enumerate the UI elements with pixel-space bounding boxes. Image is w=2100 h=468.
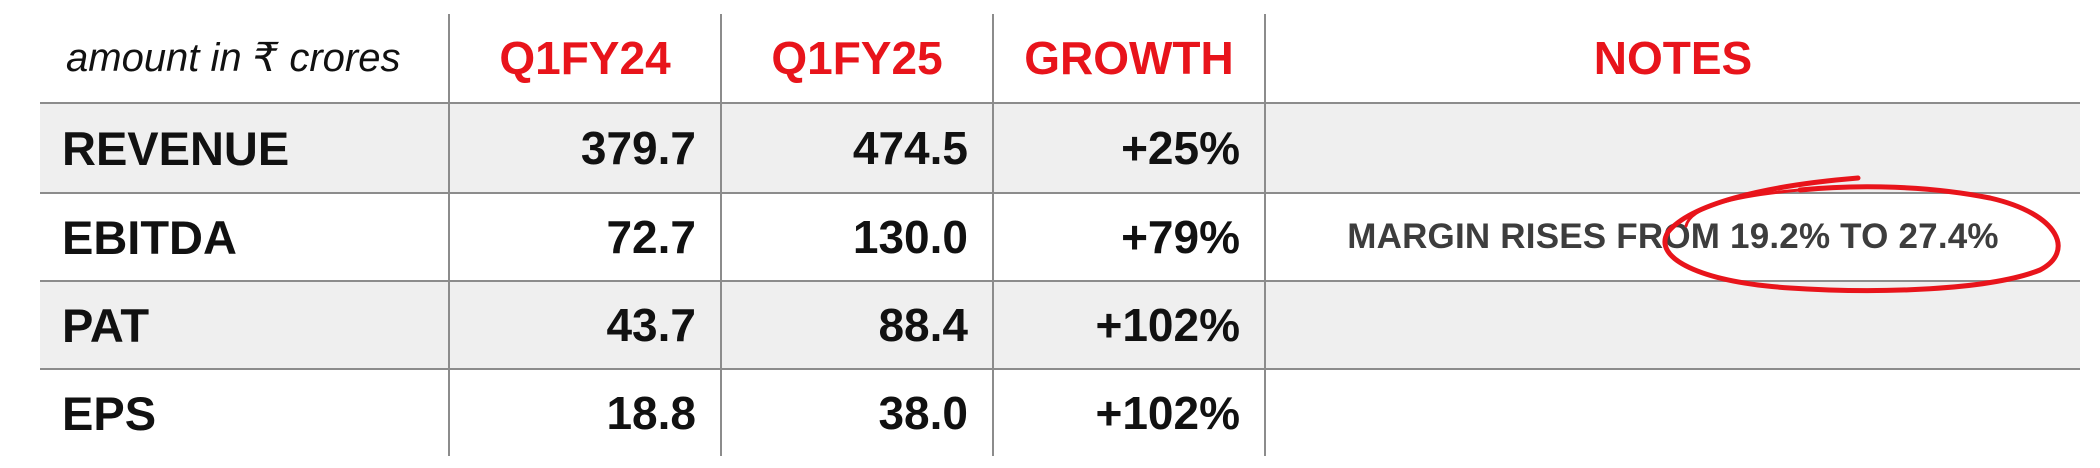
- table-row-pat: PAT 43.7 88.4 +102%: [40, 280, 2080, 368]
- row-label: REVENUE: [62, 121, 290, 175]
- margin-note: MARGIN RISES FROM 19.2% TO 27.4%: [1347, 217, 1999, 256]
- header-growth: GROWTH: [1024, 32, 1234, 84]
- header-cell-q1fy24: Q1FY24: [448, 14, 720, 102]
- value-q1fy24: 379.7: [580, 122, 696, 174]
- value-growth: +102%: [1095, 387, 1240, 439]
- value-q1fy25: 130.0: [852, 211, 968, 263]
- value-q1fy25: 474.5: [852, 122, 968, 174]
- value-q1fy24: 72.7: [606, 211, 696, 263]
- value-q1fy24: 18.8: [606, 387, 696, 439]
- row-label: EBITDA: [62, 210, 237, 264]
- header-cell-notes: NOTES: [1264, 14, 2080, 102]
- value-q1fy25: 38.0: [878, 387, 968, 439]
- value-growth: +79%: [1121, 211, 1240, 263]
- value-q1fy25: 88.4: [878, 299, 968, 351]
- header-cell-q1fy25: Q1FY25: [720, 14, 992, 102]
- table-row-eps: EPS 18.8 38.0 +102%: [40, 368, 2080, 456]
- row-label: PAT: [62, 298, 150, 352]
- table-row-ebitda: EBITDA 72.7 130.0 +79% MARGIN RISES FROM…: [40, 192, 2080, 280]
- unit-label-cell: amount in ₹ crores: [40, 14, 448, 102]
- table-row-revenue: REVENUE 379.7 474.5 +25%: [40, 102, 2080, 192]
- row-label: EPS: [62, 386, 157, 440]
- value-growth: +25%: [1121, 122, 1240, 174]
- unit-label: amount in ₹ crores: [66, 36, 401, 80]
- header-q1fy25: Q1FY25: [771, 32, 943, 84]
- value-growth: +102%: [1095, 299, 1240, 351]
- header-q1fy24: Q1FY24: [499, 32, 671, 84]
- value-q1fy24: 43.7: [606, 299, 696, 351]
- table-header-row: amount in ₹ crores Q1FY24 Q1FY25 GROWTH …: [40, 14, 2080, 102]
- header-notes: NOTES: [1593, 32, 1753, 84]
- header-cell-growth: GROWTH: [992, 14, 1264, 102]
